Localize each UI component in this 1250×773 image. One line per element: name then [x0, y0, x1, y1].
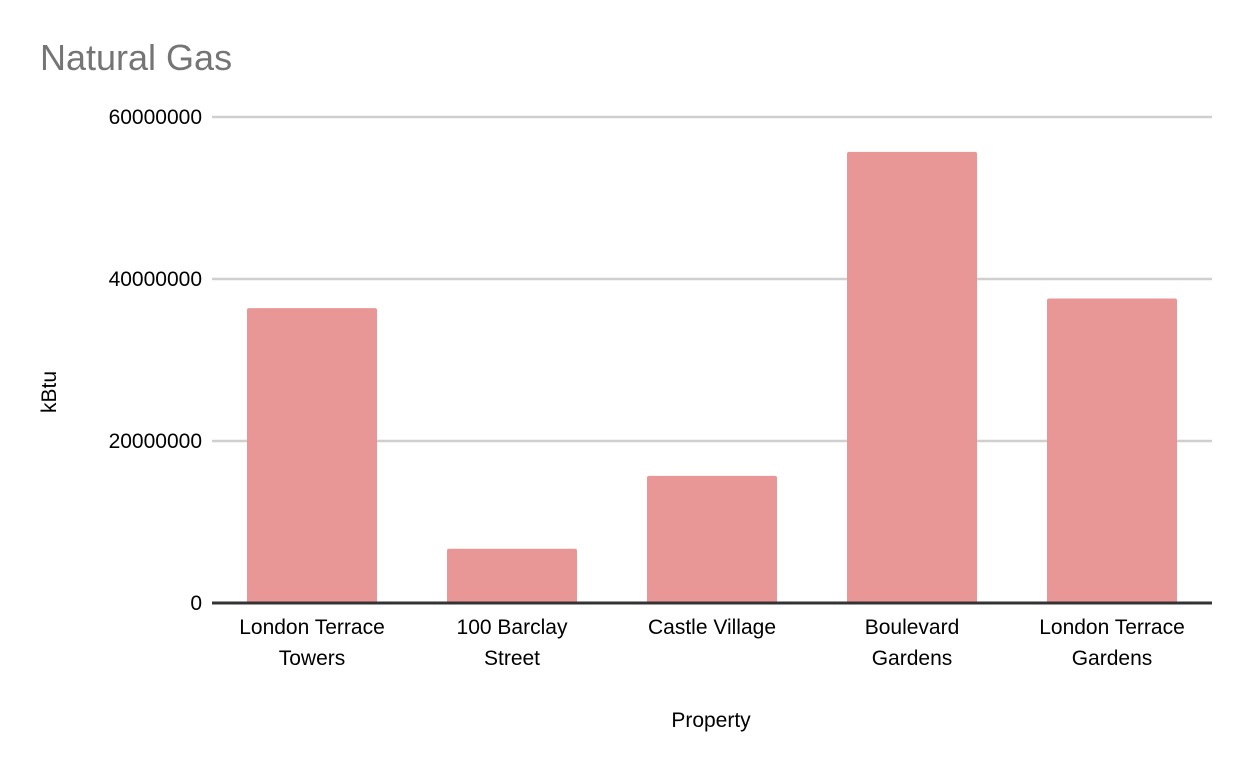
x-tick-label: London Terrace Towers — [239, 616, 385, 670]
x-tick-label-line: 100 Barclay — [457, 616, 568, 639]
x-axis-ticks: London Terrace Towers 100 Barclay Street Cas… — [239, 616, 1185, 670]
x-tick-label-line: London Terrace — [239, 616, 385, 639]
bar — [247, 308, 377, 603]
x-tick-label: London Terrace Gardens — [1039, 616, 1185, 670]
y-tick-label: 60000000 — [109, 106, 202, 129]
bar — [847, 151, 977, 603]
x-tick-label-line: Towers — [279, 647, 346, 670]
y-tick-label: 40000000 — [109, 268, 202, 291]
y-axis-title: kBtu — [38, 371, 61, 413]
gridlines — [212, 115, 1212, 443]
x-tick-label-line: Castle Village — [648, 616, 776, 639]
x-tick-label-line: Street — [484, 647, 540, 670]
bar — [1047, 298, 1177, 603]
bar — [647, 475, 777, 603]
bar — [447, 548, 577, 603]
x-tick-label-line: Gardens — [1072, 647, 1153, 670]
x-tick-label: Castle Village — [648, 616, 776, 639]
x-tick-label: Boulevard Gardens — [865, 616, 960, 670]
x-axis-title: Property — [671, 709, 751, 732]
x-tick-label-line: Gardens — [872, 647, 953, 670]
y-axis-ticks: 0 20000000 40000000 60000000 — [109, 106, 202, 615]
bars — [247, 151, 1177, 603]
y-tick-label: 20000000 — [109, 430, 202, 453]
chart-title: Natural Gas — [40, 37, 232, 78]
x-tick-label-line: Boulevard — [865, 616, 960, 639]
x-tick-label: 100 Barclay Street — [457, 616, 568, 670]
x-tick-label-line: London Terrace — [1039, 616, 1185, 639]
y-tick-label: 0 — [190, 592, 202, 615]
